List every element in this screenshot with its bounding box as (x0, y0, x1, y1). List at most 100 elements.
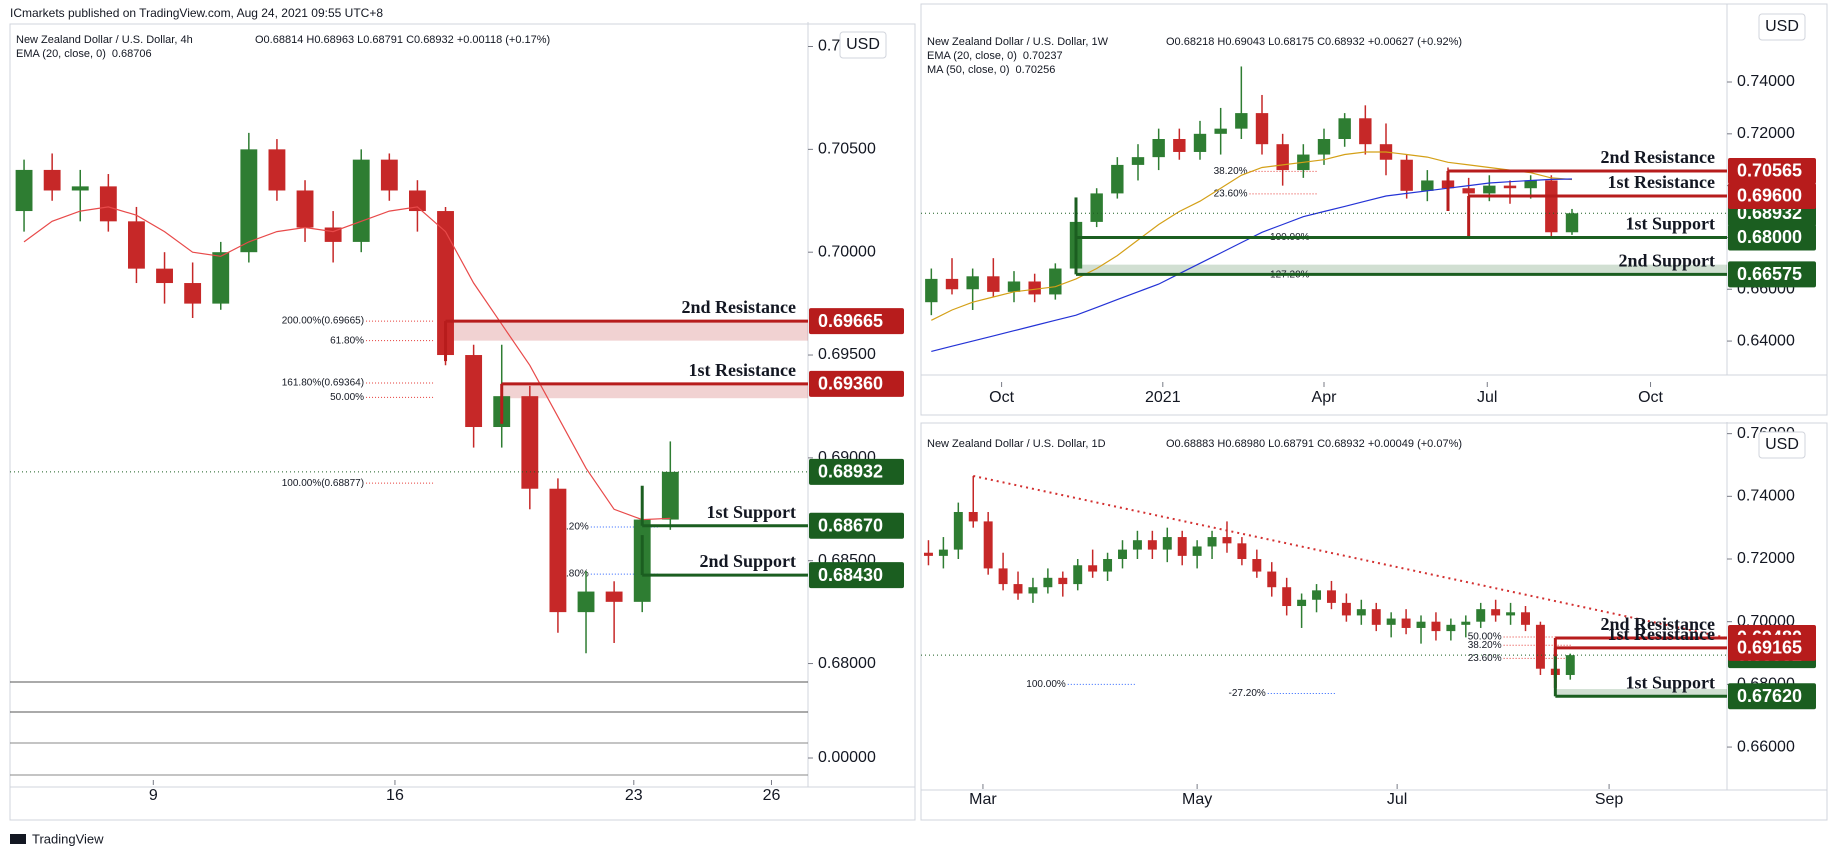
candle-body (1421, 180, 1434, 191)
candle-body (1118, 549, 1127, 560)
candle-body (1267, 571, 1277, 588)
candle-body (1177, 537, 1187, 556)
candle-body (352, 159, 370, 242)
price-box-label: 0.69600 (1737, 186, 1802, 206)
price-box (809, 308, 904, 335)
candle-body (966, 276, 979, 290)
currency-box (839, 31, 887, 59)
panel-frame (920, 3, 1828, 416)
candle-body (521, 396, 539, 489)
level-name: 2nd Resistance (1600, 147, 1715, 167)
candle-body (1483, 185, 1496, 194)
x-tick-label: 16 (386, 787, 404, 804)
indicator-name: MA (50, close, 0) (927, 64, 1010, 76)
candle-body (1416, 621, 1426, 628)
candle-body (938, 549, 948, 556)
candle-body (1462, 188, 1475, 194)
x-tick-label: Oct (989, 389, 1014, 406)
candle-body (1162, 537, 1172, 550)
candle-body (983, 521, 993, 569)
candle-body (1007, 281, 1021, 292)
price-box-label: 0.68000 (1737, 227, 1802, 247)
candle-body (1013, 584, 1023, 594)
currency: USD (1765, 436, 1799, 453)
candle-body (1401, 618, 1411, 628)
candle-body (184, 283, 202, 304)
candle-body (1147, 540, 1157, 550)
candle-body (1297, 599, 1307, 607)
candle-body (437, 211, 454, 356)
candle-body (1214, 128, 1227, 134)
candle-body (15, 169, 33, 212)
candle-body (1565, 655, 1575, 675)
ohlc-text: O0.68883 H0.68980 L0.68791 C0.68932 +0.0… (1166, 438, 1462, 450)
candle-body (268, 149, 286, 191)
level-band (1076, 264, 1727, 275)
fib-label: 61.80% (330, 335, 364, 346)
level-band (445, 321, 808, 341)
candle-body (1282, 587, 1292, 607)
y-tick-label: 0.70000 (818, 243, 876, 260)
fib-label: 61.80% (555, 569, 589, 580)
candle-body (1103, 559, 1113, 572)
candle-body (1193, 133, 1207, 152)
panel-frame (920, 422, 1828, 821)
price-box-label: 0.68670 (818, 515, 883, 535)
level-name: 1st Support (1625, 672, 1715, 692)
candle-body (1524, 180, 1537, 189)
candle-body (1461, 621, 1471, 625)
candle-body (1338, 118, 1351, 140)
candle-body (1400, 159, 1413, 191)
candle-body (212, 252, 230, 304)
candle-body (1503, 185, 1517, 189)
candle-body (1326, 590, 1336, 603)
y-tick-label: 0.72000 (1737, 550, 1795, 567)
ohlc-text: O0.68218 H0.69043 L0.68175 C0.68932 +0.0… (1166, 36, 1462, 48)
candle-body (1235, 113, 1248, 129)
x-tick-label: 2021 (1145, 389, 1181, 406)
fib-label: 100.00% (1026, 679, 1066, 690)
ohlc-text: O0.68814 H0.68963 L0.68791 C0.68932 +0.0… (255, 34, 550, 46)
y-tick-label: 0.74000 (1737, 488, 1795, 505)
x-tick-label: May (1182, 791, 1212, 808)
candle-body (1521, 612, 1530, 625)
candle-body (99, 186, 117, 222)
footer-logo (10, 834, 26, 844)
candle-body (465, 355, 483, 428)
price-box (1728, 634, 1816, 661)
candle-body (1341, 602, 1351, 616)
level-name: 1st Support (706, 502, 796, 522)
publisher: ICmarkets published on TradingView.com, … (10, 6, 383, 20)
candle-body (1312, 590, 1322, 600)
fib-label: 50.00% (330, 392, 364, 403)
fib-label: 38.20% (1468, 640, 1502, 651)
candle-body (1356, 609, 1366, 616)
level-name: 1st Resistance (689, 360, 796, 380)
price-box-label: 0.66575 (1737, 264, 1802, 284)
candle-body (409, 190, 426, 212)
candle-body (1545, 180, 1558, 233)
level-name: 2nd Resistance (681, 297, 796, 317)
candle-body (1506, 612, 1516, 616)
x-tick-label: 9 (149, 787, 158, 804)
candle-body (1043, 577, 1053, 588)
y-tick-label: 0.00000 (818, 749, 876, 766)
price-box-label: 0.70565 (1737, 161, 1802, 181)
candle-body (296, 190, 314, 228)
candle-body (1173, 139, 1186, 152)
candle-body (1073, 565, 1083, 585)
candle-body (1431, 621, 1441, 632)
y-tick-label: 0.74000 (1737, 73, 1795, 90)
x-tick-label: Apr (1312, 389, 1338, 406)
indicator-value: 0.70237 (1023, 50, 1063, 62)
price-box-label: 0.69360 (818, 374, 883, 394)
candle-body (549, 488, 567, 613)
price-box (1728, 157, 1816, 184)
candle-body (1088, 565, 1098, 572)
indicator-value: 0.70256 (1016, 64, 1056, 76)
chart-title: New Zealand Dollar / U.S. Dollar, 4h (16, 34, 193, 46)
indicator-line (931, 151, 1573, 321)
price-box (809, 512, 904, 539)
candle-body (1371, 609, 1381, 625)
